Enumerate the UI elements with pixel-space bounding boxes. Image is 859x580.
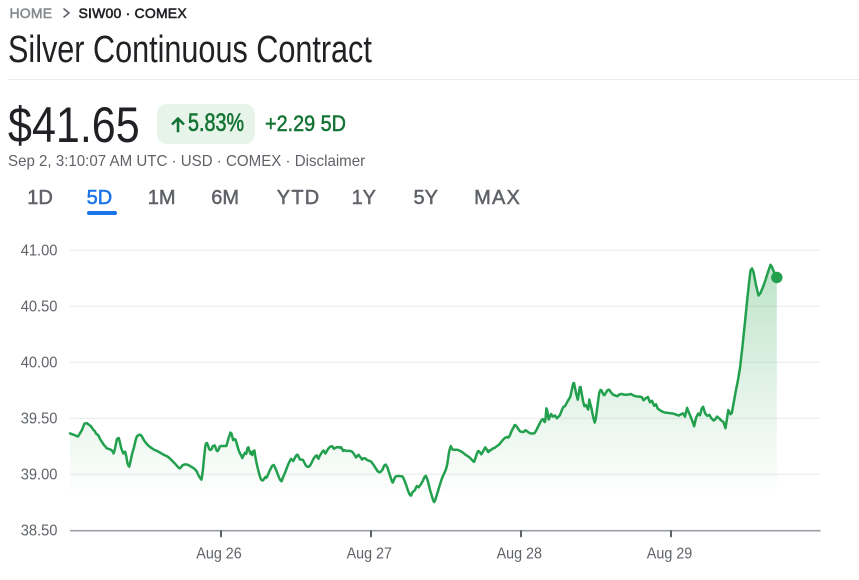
svg-text:Aug 26: Aug 26 <box>196 546 241 563</box>
svg-text:39.00: 39.00 <box>21 466 58 483</box>
svg-text:40.00: 40.00 <box>21 354 58 371</box>
svg-text:40.50: 40.50 <box>21 298 58 315</box>
svg-text:Aug 29: Aug 29 <box>647 546 692 563</box>
svg-text:Aug 28: Aug 28 <box>497 546 542 563</box>
svg-text:38.50: 38.50 <box>21 522 58 539</box>
svg-text:39.50: 39.50 <box>21 410 58 427</box>
svg-text:Aug 27: Aug 27 <box>347 546 392 563</box>
svg-text:41.00: 41.00 <box>21 242 58 259</box>
